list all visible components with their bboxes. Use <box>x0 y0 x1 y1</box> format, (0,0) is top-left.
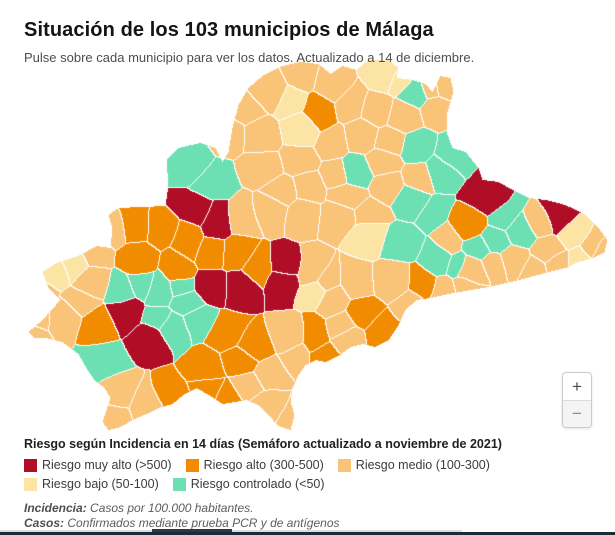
map-zoom-controls: + − <box>562 372 592 428</box>
legend-items: Riesgo muy alto (>500) Riesgo alto (300-5… <box>24 458 596 491</box>
legend-item: Riesgo bajo (50-100) <box>24 477 159 491</box>
legend-swatch <box>24 477 37 491</box>
legend: Riesgo según Incidencia en 14 días (Semá… <box>24 437 596 491</box>
footnote-line: Casos: Confirmados mediante prueba PCR y… <box>24 516 340 530</box>
legend-item-label: Riesgo alto (300-500) <box>203 458 324 472</box>
legend-item: Riesgo controlado (<50) <box>172 477 325 491</box>
legend-swatch <box>172 477 186 491</box>
legend-title: Riesgo según Incidencia en 14 días (Semá… <box>24 437 502 451</box>
page-subtitle: Pulse sobre cada municipio para ver los … <box>24 50 475 65</box>
legend-item: Riesgo medio (100-300) <box>337 458 490 472</box>
legend-swatch <box>24 458 37 472</box>
bottom-divider-bar <box>0 532 615 535</box>
legend-item: Riesgo muy alto (>500) <box>24 458 172 472</box>
legend-swatch <box>337 458 351 472</box>
legend-item-label: Riesgo controlado (<50) <box>190 477 325 491</box>
footnotes: Incidencia: Casos por 100.000 habitantes… <box>24 501 340 531</box>
page-title: Situación de los 103 municipios de Málag… <box>24 19 434 42</box>
horizontal-scrollbar-thumb[interactable] <box>152 529 232 532</box>
zoom-in-button[interactable]: + <box>563 373 591 400</box>
legend-item-label: Riesgo muy alto (>500) <box>42 458 172 472</box>
legend-item-label: Riesgo bajo (50-100) <box>42 477 159 491</box>
footnote-line: Incidencia: Casos por 100.000 habitantes… <box>24 501 254 515</box>
legend-item-label: Riesgo medio (100-300) <box>355 458 490 472</box>
legend-item: Riesgo alto (300-500) <box>185 458 324 472</box>
legend-swatch <box>185 458 199 472</box>
zoom-out-button[interactable]: − <box>563 400 591 427</box>
